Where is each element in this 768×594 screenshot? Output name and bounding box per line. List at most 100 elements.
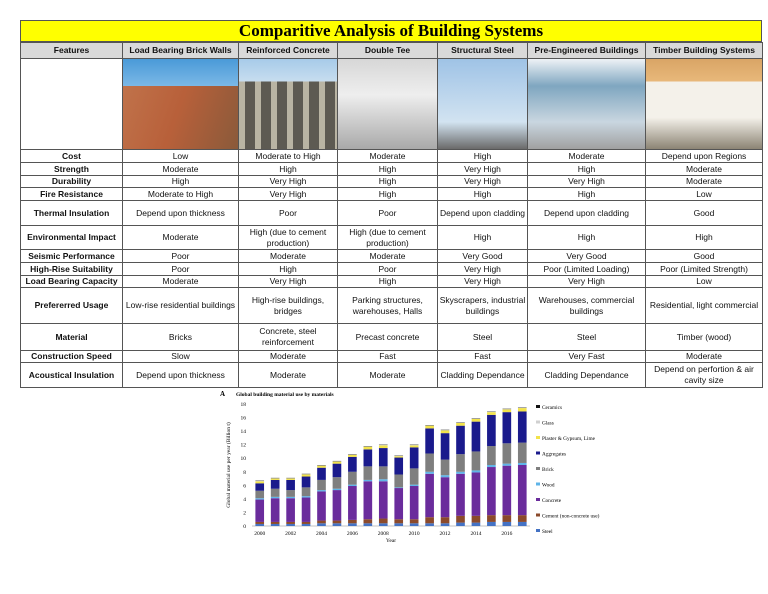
x-tick-label: 2002 [285, 531, 296, 537]
bar-segment-concrete [348, 486, 357, 520]
bar-segment-concrete [255, 499, 265, 522]
bar-segment-plaster-gypsum-lime [487, 412, 496, 415]
y-tick-label: 10 [241, 456, 247, 462]
table-cell: Very High [437, 262, 528, 276]
bar-segment-cement-non-concrete-use- [286, 521, 295, 524]
bar-segment-brick [348, 471, 357, 485]
bar-segment-cement-non-concrete-use- [409, 519, 419, 524]
table-cell: Poor (Limited Loading) [527, 262, 646, 276]
bar-segment-brick [409, 468, 419, 485]
y-tick-label: 4 [243, 497, 246, 503]
bar-segment-plaster-gypsum-lime [471, 418, 481, 422]
table-row: Seismic Performance Poor Moderate Moderate V… [20, 249, 763, 263]
table-cell: Poor (Limited Strength) [645, 262, 763, 276]
bar-segment-plaster-gypsum-lime [440, 430, 450, 434]
bar-segment-wood [487, 465, 496, 468]
x-tick-label: 2006 [347, 531, 358, 537]
table-row: Material Bricks Concrete, steel reinforcem… [20, 323, 763, 351]
table-cell: High [337, 175, 438, 188]
bar-segment-brick [378, 466, 388, 480]
bar-segment-aggregates [517, 411, 527, 443]
legend-entry: Ceramics [542, 405, 562, 411]
bar-segment-wood [378, 479, 388, 482]
table-cell: High-rise buildings, bridges [238, 287, 338, 324]
table-cell: High [437, 187, 528, 201]
bar-segment-concrete [286, 498, 295, 522]
bar-segment-wood [425, 471, 434, 474]
table-cell: Moderate [645, 175, 763, 188]
feature-label: Construction Speed [20, 350, 123, 363]
legend-swatch [536, 467, 540, 470]
table-cell: Residential, light commercial [645, 287, 763, 324]
y-tick-label: 18 [241, 402, 247, 408]
bar-segment-plaster-gypsum-lime [502, 409, 512, 413]
bar-segment-steel [270, 523, 280, 526]
table-cell: Moderate [527, 149, 646, 163]
y-tick-label: 8 [243, 470, 246, 476]
bar-segment-wood [348, 484, 357, 487]
bar-segment-cement-non-concrete-use- [502, 515, 512, 522]
bar-segment-steel [471, 522, 481, 526]
document-title: Comparitive Analysis of Building Systems [20, 20, 762, 42]
legend-entry: Concrete [542, 498, 562, 504]
column-header: Double Tee [337, 42, 438, 59]
feature-label: Thermal Insulation [20, 200, 123, 226]
table-cell: High [527, 187, 646, 201]
image-cell [238, 58, 338, 150]
bar-segment-wood [286, 496, 295, 499]
bar-segment-aggregates [487, 414, 496, 447]
table-row: Strength Moderate High High Very High High Mod… [20, 162, 763, 176]
image-cell [337, 58, 438, 150]
bar-segment-concrete [363, 481, 373, 520]
timber-photo [646, 59, 762, 149]
bar-segment-concrete [317, 491, 326, 521]
bar-segment-plaster-gypsum-lime [270, 478, 280, 480]
table-cell: High [527, 162, 646, 176]
table-cell: Moderate [238, 362, 338, 388]
column-header: Load Bearing Brick Walls [122, 42, 239, 59]
bar-segment-wood [317, 490, 326, 492]
table-cell: Steel [437, 323, 528, 351]
bar-segment-brick [255, 490, 265, 499]
bar-segment-wood [301, 496, 311, 498]
legend-entry: Wood [542, 483, 555, 489]
bar-segment-wood [502, 463, 512, 466]
table-cell: Moderate [337, 249, 438, 263]
table-cell: Depend on perfortion & air cavity size [645, 362, 763, 388]
y-tick-label: 16 [241, 416, 247, 422]
bar-segment-brick [517, 442, 527, 463]
table-cell: Precast concrete [337, 323, 438, 351]
table-cell: Poor [238, 200, 338, 226]
table-cell: Moderate to High [122, 187, 239, 201]
bar-segment-aggregates [471, 421, 481, 452]
reinforced-concrete-photo [239, 59, 337, 149]
table-cell: Moderate [122, 162, 239, 176]
table-cell: Very High [437, 175, 528, 188]
blank-cell [20, 58, 123, 150]
table-cell: Very High [437, 275, 528, 288]
x-tick-label: 2008 [378, 531, 389, 537]
bar-segment-aggregates [378, 448, 388, 467]
table-cell: High [238, 162, 338, 176]
bar-segment-cement-non-concrete-use- [487, 515, 496, 522]
bar-segment-concrete [301, 497, 311, 522]
table-cell: Low [645, 275, 763, 288]
bar-segment-concrete [471, 472, 481, 516]
image-cell [437, 58, 528, 150]
bar-segment-aggregates [440, 433, 450, 460]
bar-segment-steel [502, 521, 512, 526]
bar-segment-aggregates [456, 425, 465, 455]
bar-segment-steel [487, 521, 496, 526]
table-cell: Timber (wood) [645, 323, 763, 351]
y-axis-label: Global material use per year (Billion t) [225, 422, 232, 508]
table-cell: High (due to cement production) [238, 225, 338, 250]
table-cell: High (due to cement production) [337, 225, 438, 250]
bar-segment-concrete [487, 467, 496, 516]
bar-segment-aggregates [317, 467, 326, 480]
bar-segment-steel [301, 523, 311, 526]
bar-segment-steel [425, 523, 434, 526]
panel-label: A [220, 390, 225, 398]
bar-segment-concrete [409, 486, 419, 520]
double-tee-photo [338, 59, 437, 149]
table-cell: Low [122, 149, 239, 163]
